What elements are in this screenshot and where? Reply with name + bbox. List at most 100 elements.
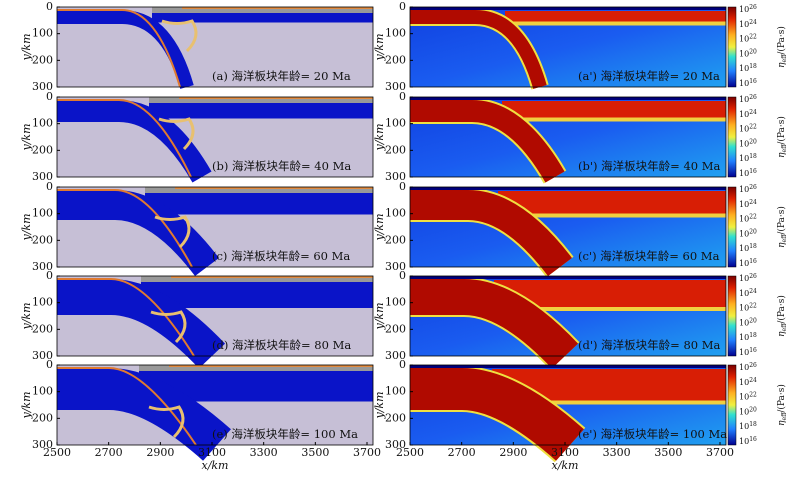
x-tick-label: 3500 xyxy=(301,446,329,459)
colorbar-unit: /(Pa·s) xyxy=(776,26,787,55)
colorbar-tick-exponent: 20 xyxy=(749,138,757,145)
y-tick-label: 200 xyxy=(385,233,406,246)
frame xyxy=(56,6,374,88)
colorbar xyxy=(727,275,737,357)
y-tick-label: 200 xyxy=(385,411,406,424)
y-tick-label: 200 xyxy=(32,322,53,335)
colorbar-tick-base: 10 xyxy=(739,95,749,104)
y-axis-label: y/km xyxy=(373,123,386,151)
y-tick-label: 100 xyxy=(385,117,406,130)
overriding-plate xyxy=(152,12,373,23)
y-tick-label: 0 xyxy=(46,90,53,103)
frame xyxy=(56,275,374,357)
colorbar-unit: /(Pa·s) xyxy=(776,206,787,235)
colorbar-tick-base: 10 xyxy=(739,333,749,342)
colorbar-tick-exponent: 16 xyxy=(749,347,757,354)
y-axis-label: y/km xyxy=(373,33,386,61)
x-tick-label: 2700 xyxy=(448,446,476,459)
colorbar-tick-exponent: 24 xyxy=(749,376,757,383)
colorbar-tick-base: 10 xyxy=(739,289,749,298)
frame xyxy=(409,275,727,357)
x-tick-label: 2900 xyxy=(499,446,527,459)
x-tick-label: 3500 xyxy=(654,446,682,459)
colorbar-tick-exponent: 26 xyxy=(749,362,757,369)
colorbar xyxy=(727,364,737,446)
colorbar-unit: /(Pa·s) xyxy=(776,295,787,324)
colorbar-symbol: η xyxy=(777,331,787,337)
surface xyxy=(410,7,726,10)
lithosphere-base xyxy=(498,213,726,218)
y-axis-label: y/km xyxy=(20,391,33,419)
x-tick-label: 3100 xyxy=(198,446,226,459)
colorbar-tick-exponent: 22 xyxy=(749,302,757,309)
colorbar-tick-base: 10 xyxy=(739,200,749,209)
colorbar-tick-label: 1020 xyxy=(739,138,757,149)
slab xyxy=(410,368,584,461)
y-tick-label: 300 xyxy=(32,260,53,273)
colorbar-tick-exponent: 22 xyxy=(749,33,757,40)
colorbar-tick-label: 1024 xyxy=(739,376,757,387)
slab xyxy=(57,368,231,461)
colorbar-tick-base: 10 xyxy=(739,393,749,402)
y-tick-label: 0 xyxy=(399,269,406,282)
panel-label: (b') 海洋板块年龄= 40 Ma xyxy=(578,159,721,173)
colorbar-tick-label: 1016 xyxy=(739,436,757,447)
colorbar-subscript: eff xyxy=(781,54,788,63)
colorbar-label: ηeff/(Pa·s) xyxy=(776,295,788,337)
y-tick-label: 300 xyxy=(32,80,53,93)
surface xyxy=(410,187,726,190)
overriding-lithosphere xyxy=(505,11,726,22)
x-tick-label: 2500 xyxy=(396,446,424,459)
y-axis-label: y/km xyxy=(20,123,33,151)
composition-panel: (e) 海洋板块年龄= 100 Ma xyxy=(56,364,374,461)
colorbar-tick-exponent: 18 xyxy=(749,332,757,339)
colorbar-tick-label: 1022 xyxy=(739,123,757,134)
frame xyxy=(56,96,374,178)
colorbar-tick-label: 1018 xyxy=(739,153,757,164)
colorbar-tick-base: 10 xyxy=(739,422,749,431)
y-tick-label: 100 xyxy=(32,385,53,398)
y-tick-label: 100 xyxy=(32,117,53,130)
composition-panel: (c) 海洋板块年龄= 60 Ma xyxy=(56,186,374,277)
frame xyxy=(409,6,727,88)
y-axis-label: y/km xyxy=(373,391,386,419)
y-tick-label: 200 xyxy=(385,322,406,335)
x-tick-label: 2500 xyxy=(43,446,71,459)
y-tick-label: 0 xyxy=(46,269,53,282)
y-tick-label: 300 xyxy=(385,80,406,93)
colorbar-tick-base: 10 xyxy=(739,154,749,163)
colorbar-subscript: eff xyxy=(781,323,788,332)
frame xyxy=(56,364,374,446)
colorbar-tick-base: 10 xyxy=(739,139,749,148)
y-axis-label: y/km xyxy=(20,302,33,330)
colorbar-symbol: η xyxy=(777,62,787,68)
x-tick-label: 2900 xyxy=(146,446,174,459)
composition-panel: (d) 海洋板块年龄= 80 Ma xyxy=(56,275,374,369)
surface xyxy=(410,276,726,279)
slab xyxy=(57,10,194,89)
panel-label: (e') 海洋板块年龄= 100 Ma xyxy=(578,427,727,441)
y-tick-label: 300 xyxy=(385,260,406,273)
colorbar-tick-exponent: 24 xyxy=(749,18,757,25)
surface xyxy=(410,97,726,100)
y-axis-label: y/km xyxy=(20,213,33,241)
colorbar-tick-label: 1020 xyxy=(739,317,757,328)
y-axis-label: y/km xyxy=(373,302,386,330)
colorbar-tick-base: 10 xyxy=(739,318,749,327)
colorbar-tick-exponent: 20 xyxy=(749,228,757,235)
slab xyxy=(410,190,572,277)
colorbar-tick-label: 1016 xyxy=(739,78,757,89)
y-tick-label: 100 xyxy=(385,27,406,40)
colorbar-tick-label: 1018 xyxy=(739,421,757,432)
colorbar-tick-exponent: 18 xyxy=(749,153,757,160)
colorbar-tick-label: 1018 xyxy=(739,63,757,74)
slab-crust xyxy=(57,278,195,357)
y-tick-label: 100 xyxy=(32,27,53,40)
y-tick-label: 0 xyxy=(399,180,406,193)
colorbar-tick-label: 1020 xyxy=(739,406,757,417)
colorbar-tick-label: 1024 xyxy=(739,198,757,209)
y-tick-label: 100 xyxy=(32,207,53,220)
colorbar-tick-exponent: 22 xyxy=(749,391,757,398)
colorbar-tick-base: 10 xyxy=(739,20,749,29)
colorbar-tick-exponent: 26 xyxy=(749,273,757,280)
